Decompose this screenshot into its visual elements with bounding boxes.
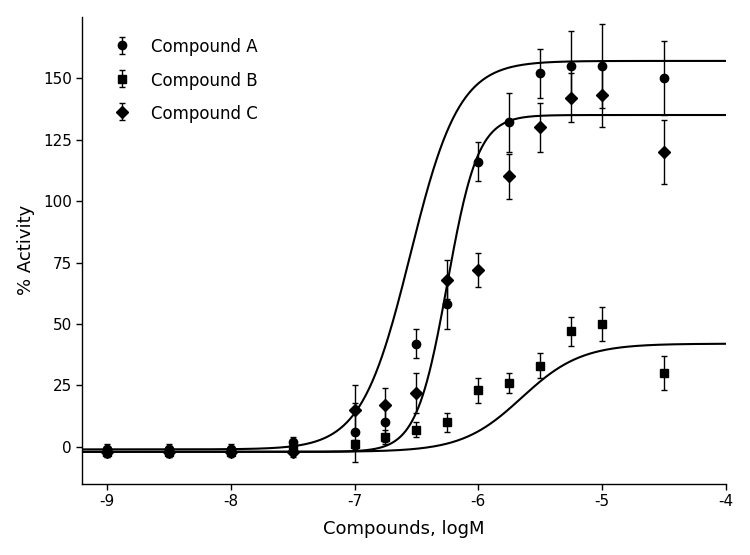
Legend: Compound A, Compound B, Compound C: Compound A, Compound B, Compound C [96, 30, 266, 131]
X-axis label: Compounds, logM: Compounds, logM [323, 521, 484, 538]
Y-axis label: % Activity: % Activity [16, 205, 34, 295]
